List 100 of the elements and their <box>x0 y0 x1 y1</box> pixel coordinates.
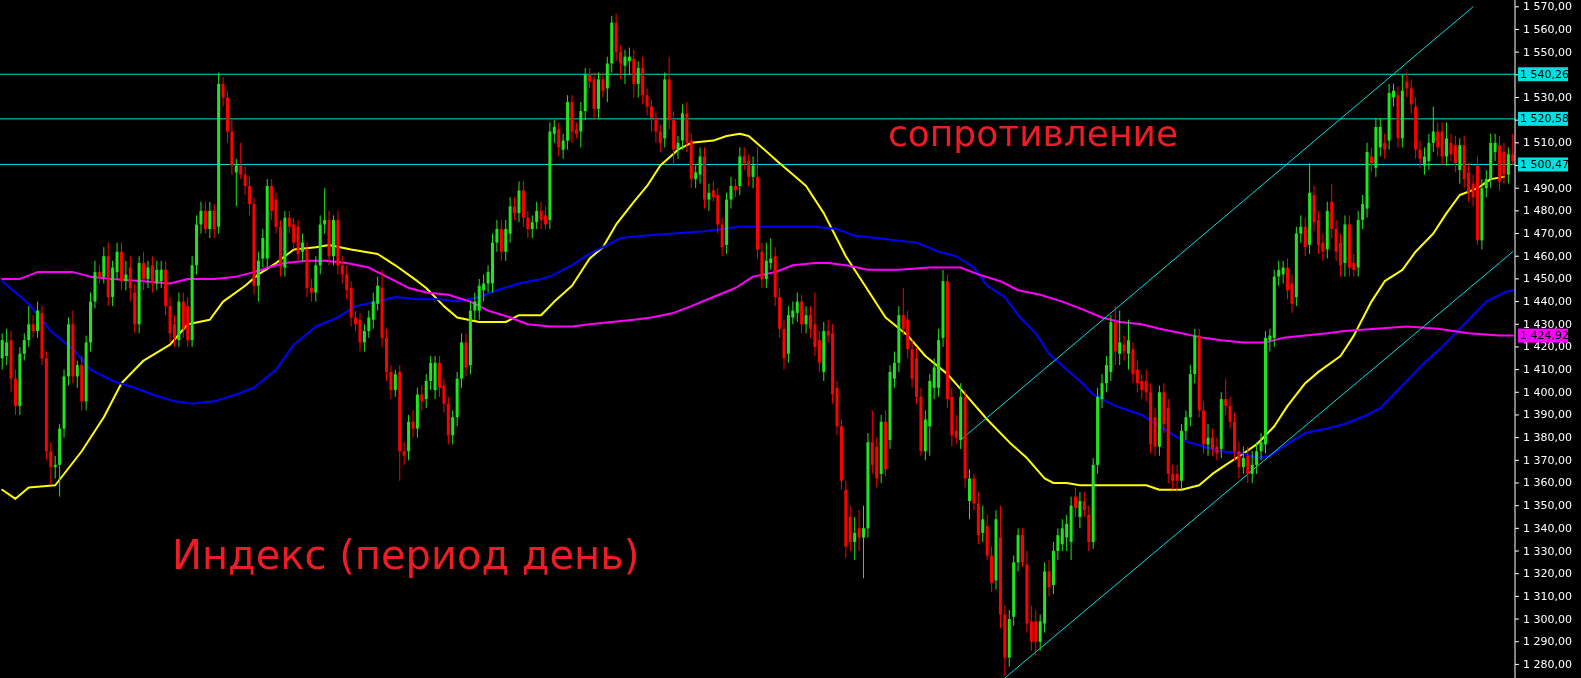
candlestick <box>1060 518 1064 552</box>
ref-line-label: 1 540,26 <box>1520 67 1569 81</box>
candlestick <box>1224 378 1228 416</box>
candlestick <box>1246 446 1250 484</box>
candlestick <box>1484 169 1488 198</box>
candlestick <box>526 210 530 239</box>
y-tick-label: 1 380,00 <box>1523 431 1572 445</box>
annotation: Индекс (период день) <box>172 532 640 578</box>
candlestick <box>234 158 238 207</box>
candlestick <box>124 260 128 291</box>
candlestick <box>729 176 733 210</box>
candlestick <box>150 255 154 294</box>
candlestick <box>208 201 212 239</box>
candlestick <box>212 203 216 239</box>
candlestick <box>707 183 711 212</box>
y-tick-label: 1 330,00 <box>1523 544 1572 558</box>
candlestick <box>1047 559 1051 597</box>
candlestick <box>1383 133 1387 160</box>
candlestick <box>1184 409 1188 441</box>
candlestick <box>248 176 252 216</box>
candlestick <box>27 305 31 348</box>
text: 1 424,92 <box>1520 329 1569 343</box>
candlestick <box>1418 140 1422 169</box>
candlestick <box>795 292 799 323</box>
candlestick <box>764 242 768 289</box>
y-tick-label: 1 310,00 <box>1523 589 1572 603</box>
candlestick <box>649 99 653 133</box>
candlestick <box>1074 487 1078 518</box>
annotation: сопротивление <box>888 112 1179 154</box>
candlestick <box>862 505 866 579</box>
candlestick <box>301 233 305 262</box>
candlestick <box>420 384 424 411</box>
candlestick <box>1286 258 1290 300</box>
candlestick <box>654 110 658 144</box>
candlestick <box>747 153 751 187</box>
candlestick <box>1409 78 1413 114</box>
candlestick <box>1171 464 1175 491</box>
y-tick-label: 1 460,00 <box>1523 249 1572 263</box>
candlestick <box>402 441 406 466</box>
candlestick <box>362 323 366 352</box>
candlestick <box>720 217 724 257</box>
candlestick <box>1210 428 1214 457</box>
candlestick <box>345 264 349 300</box>
candlestick <box>221 76 225 108</box>
candlestick <box>102 246 106 284</box>
candlestick <box>658 124 662 153</box>
y-tick-label: 1 340,00 <box>1523 521 1572 535</box>
candlestick <box>243 165 247 196</box>
candlestick <box>1140 373 1144 400</box>
candlestick <box>49 441 53 486</box>
y-tick-label: 1 480,00 <box>1523 204 1572 218</box>
candlestick <box>517 180 521 223</box>
candlestick <box>75 360 79 389</box>
candlestick <box>97 264 101 284</box>
candlestick <box>199 201 203 235</box>
candlestick <box>857 509 861 552</box>
y-tick-label: 1 560,00 <box>1523 22 1572 36</box>
candlestick <box>530 214 534 239</box>
candlestick <box>1250 450 1254 484</box>
candlestick <box>1453 135 1457 173</box>
candlestick <box>1361 194 1365 230</box>
candlestick <box>561 133 565 160</box>
candlestick <box>557 121 561 157</box>
candlestick <box>159 260 163 289</box>
candlestick <box>804 305 808 334</box>
candlestick <box>1303 217 1307 257</box>
candlestick <box>800 294 804 334</box>
candlestick <box>411 409 415 439</box>
y-tick-label: 1 320,00 <box>1523 567 1572 581</box>
y-tick-label: 1 470,00 <box>1523 227 1572 241</box>
candlestick <box>1127 319 1131 371</box>
candlestick <box>954 414 958 445</box>
y-tick-label: 1 360,00 <box>1523 476 1572 490</box>
candlestick <box>473 292 477 321</box>
candlestick <box>309 278 313 303</box>
candlestick <box>1502 142 1506 185</box>
candlestick <box>694 165 698 189</box>
candlestick <box>1237 441 1241 479</box>
y-tick-label: 1 510,00 <box>1523 136 1572 150</box>
candlestick <box>367 310 371 339</box>
candlestick <box>1405 72 1409 99</box>
candlestick <box>813 292 817 357</box>
y-tick-label: 1 290,00 <box>1523 635 1572 649</box>
candlestick <box>1144 369 1148 402</box>
candlestick <box>1422 146 1426 176</box>
candlestick <box>1506 146 1510 185</box>
y-tick-label: 1 350,00 <box>1523 499 1572 513</box>
candlestick <box>1100 373 1104 409</box>
candlestick <box>22 332 26 362</box>
candlestick <box>1369 146 1373 173</box>
y-tick-label: 1 530,00 <box>1523 91 1572 105</box>
candlestick <box>393 369 397 398</box>
candlestick <box>853 516 857 561</box>
candlestick <box>1436 121 1440 157</box>
candlestick <box>968 468 972 520</box>
candlestick <box>645 87 649 117</box>
candlestick <box>1082 491 1086 518</box>
candlestick <box>203 201 207 235</box>
candlestick <box>1215 437 1219 461</box>
candlestick <box>981 505 985 543</box>
